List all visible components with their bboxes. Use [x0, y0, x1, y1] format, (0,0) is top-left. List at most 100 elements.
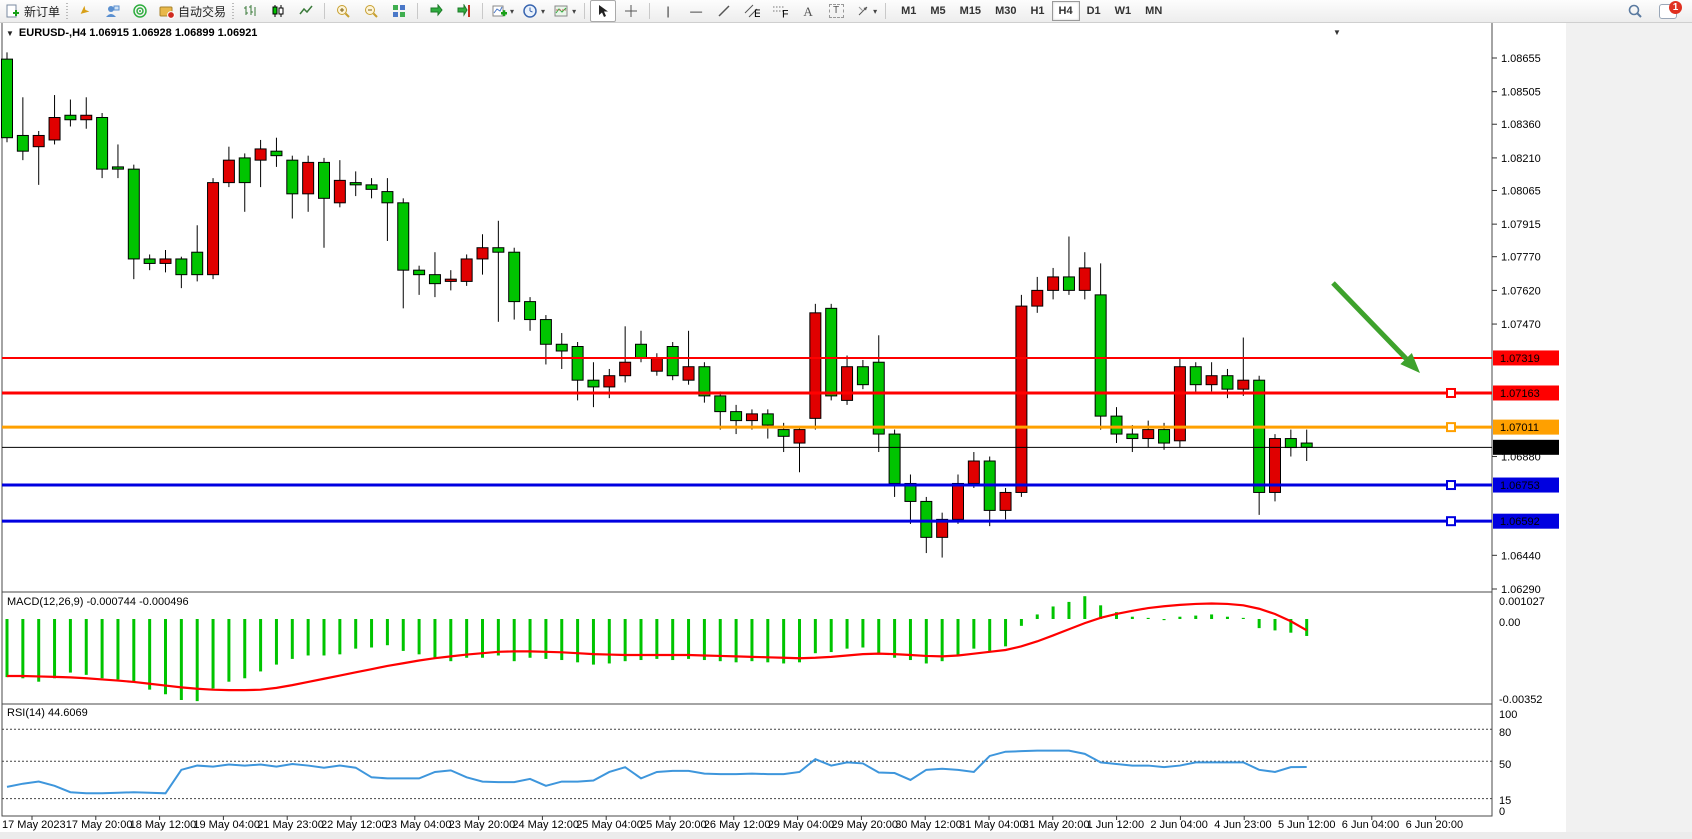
date-axis-label: 19 May 04:00 [193, 819, 260, 831]
candle-bearish [524, 301, 537, 321]
rsi-axis-label: 50 [1499, 759, 1511, 771]
level-handle[interactable] [1446, 387, 1456, 398]
candle-bearish [698, 366, 711, 397]
price-tag [1493, 385, 1559, 401]
candle-bullish [333, 179, 346, 204]
terminal-button[interactable] [99, 0, 125, 22]
candle-bearish [1221, 375, 1234, 390]
price-axis-label: 1.08065 [1501, 185, 1541, 197]
timeframe-mn[interactable]: MN [1145, 5, 1163, 17]
date-axis-label: 23 May 20:00 [449, 819, 516, 831]
auto-trading-button[interactable]: 自动交易 [155, 0, 229, 22]
date-axis-label: 30 May 12:00 [895, 819, 962, 831]
arrows-shapes-icon [854, 4, 871, 19]
candle-bearish [920, 500, 933, 538]
level-handle[interactable] [1446, 422, 1456, 433]
timeframe-m15[interactable]: M15 [959, 5, 982, 17]
chart-menu-arrow-icon[interactable]: ▼ [1333, 28, 1341, 37]
candle-bullish [936, 518, 949, 538]
main-price-panel[interactable] [1, 21, 1493, 593]
timeframe-d1[interactable]: D1 [1086, 5, 1101, 17]
candle-bearish [64, 114, 77, 121]
horizontal-line-tool-button[interactable]: — [683, 0, 709, 22]
date-axis-label: 6 Jun 20:00 [1406, 819, 1464, 831]
vertical-line-tool-button[interactable]: | [655, 0, 681, 22]
crosshair-tool-button[interactable] [618, 0, 644, 22]
separator [885, 3, 887, 19]
notifications-button[interactable]: 1 [1655, 0, 1682, 22]
candle-bullish [1142, 429, 1155, 440]
new-order-button[interactable]: 新订单 [1, 0, 63, 22]
candle-bearish [1284, 438, 1297, 449]
rsi-panel[interactable] [1, 703, 1493, 817]
chart-title: EURUSD-,H4 1.06915 1.06928 1.06899 1.069… [18, 27, 258, 39]
candle-bearish [428, 274, 441, 285]
price-axis-label: 1.07470 [1501, 319, 1541, 331]
svg-text:E: E [754, 8, 760, 18]
zoom-in-icon [335, 4, 352, 19]
signals-button[interactable] [127, 0, 153, 22]
separator [649, 3, 651, 19]
auto-scroll-button[interactable] [423, 0, 449, 22]
level-handle[interactable] [1446, 480, 1456, 491]
templates-icon [553, 4, 570, 19]
indicators-button[interactable]: ▾ [488, 0, 517, 22]
line-chart-button[interactable] [293, 0, 319, 22]
separator [417, 3, 419, 19]
separator [66, 3, 69, 19]
timeframe-w1[interactable]: W1 [1114, 5, 1132, 17]
candle-bearish [666, 346, 679, 377]
autotrade-icon [158, 4, 175, 19]
timeframe-m30[interactable]: M30 [995, 5, 1017, 17]
candle-bearish [175, 258, 188, 276]
new-order-icon [4, 4, 21, 19]
auto-trading-label: 自动交易 [178, 4, 227, 19]
candle-bullish [1205, 375, 1218, 386]
zoom-out-icon [363, 4, 380, 19]
candlestick-chart-button[interactable] [265, 0, 291, 22]
search-button[interactable] [1622, 0, 1648, 22]
annotation-arrow-shaft[interactable] [1331, 281, 1408, 361]
zoom-in-button[interactable] [330, 0, 356, 22]
macd-panel[interactable] [1, 591, 1493, 705]
templates-button[interactable]: ▾ [550, 0, 579, 22]
arrows-tool-button[interactable]: ▾ [851, 0, 880, 22]
symbol-collapse-icon[interactable]: ▼ [6, 29, 14, 38]
candle-bearish [571, 346, 584, 381]
timeframe-m5[interactable]: M5 [930, 5, 946, 17]
trendline-tool-button[interactable] [711, 0, 737, 22]
candle-bullish [222, 159, 235, 184]
date-axis-label: 17 May 20:00 [66, 819, 133, 831]
text-tool-icon: A [803, 3, 813, 19]
date-axis-label: 1 Jun 12:00 [1087, 819, 1145, 831]
bar-chart-button[interactable] [237, 0, 263, 22]
channel-tool-button[interactable]: E [739, 0, 765, 22]
candle-bearish [587, 379, 600, 388]
timeframe-h4[interactable]: H4 [1051, 1, 1080, 21]
cursor-tool-button[interactable] [590, 0, 617, 22]
fibonacci-tool-button[interactable]: F [767, 0, 793, 22]
zoom-out-button[interactable] [358, 0, 384, 22]
right-empty-area [1566, 22, 1692, 839]
timeframe-h1[interactable]: H1 [1030, 5, 1045, 17]
toolbar-right-group: 1 [1621, 0, 1682, 22]
candle-bullish [619, 361, 632, 377]
macd-axis-label: -0.00352 [1499, 694, 1542, 706]
price-tag [1493, 419, 1559, 435]
candle-bullish [793, 429, 806, 444]
date-axis-label: 29 May 20:00 [831, 819, 898, 831]
timeframe-m1[interactable]: M1 [901, 5, 917, 17]
metaeditor-button[interactable]: ➤ [71, 0, 97, 22]
text-tool-button[interactable]: A [795, 0, 821, 22]
chart-shift-button[interactable] [451, 0, 477, 22]
timeframe-toolbar: M1 M5 M15 M30 H1 H4 D1 W1 MN [894, 1, 1169, 21]
candle-bullish [32, 134, 45, 148]
periods-button[interactable]: ▾ [519, 0, 548, 22]
level-handle[interactable] [1446, 516, 1456, 527]
annotation-arrow-head[interactable] [1400, 353, 1420, 373]
tile-windows-button[interactable] [386, 0, 412, 22]
rsi-axis-label: 100 [1499, 709, 1517, 721]
text-label-tool-button[interactable]: T [823, 0, 849, 22]
